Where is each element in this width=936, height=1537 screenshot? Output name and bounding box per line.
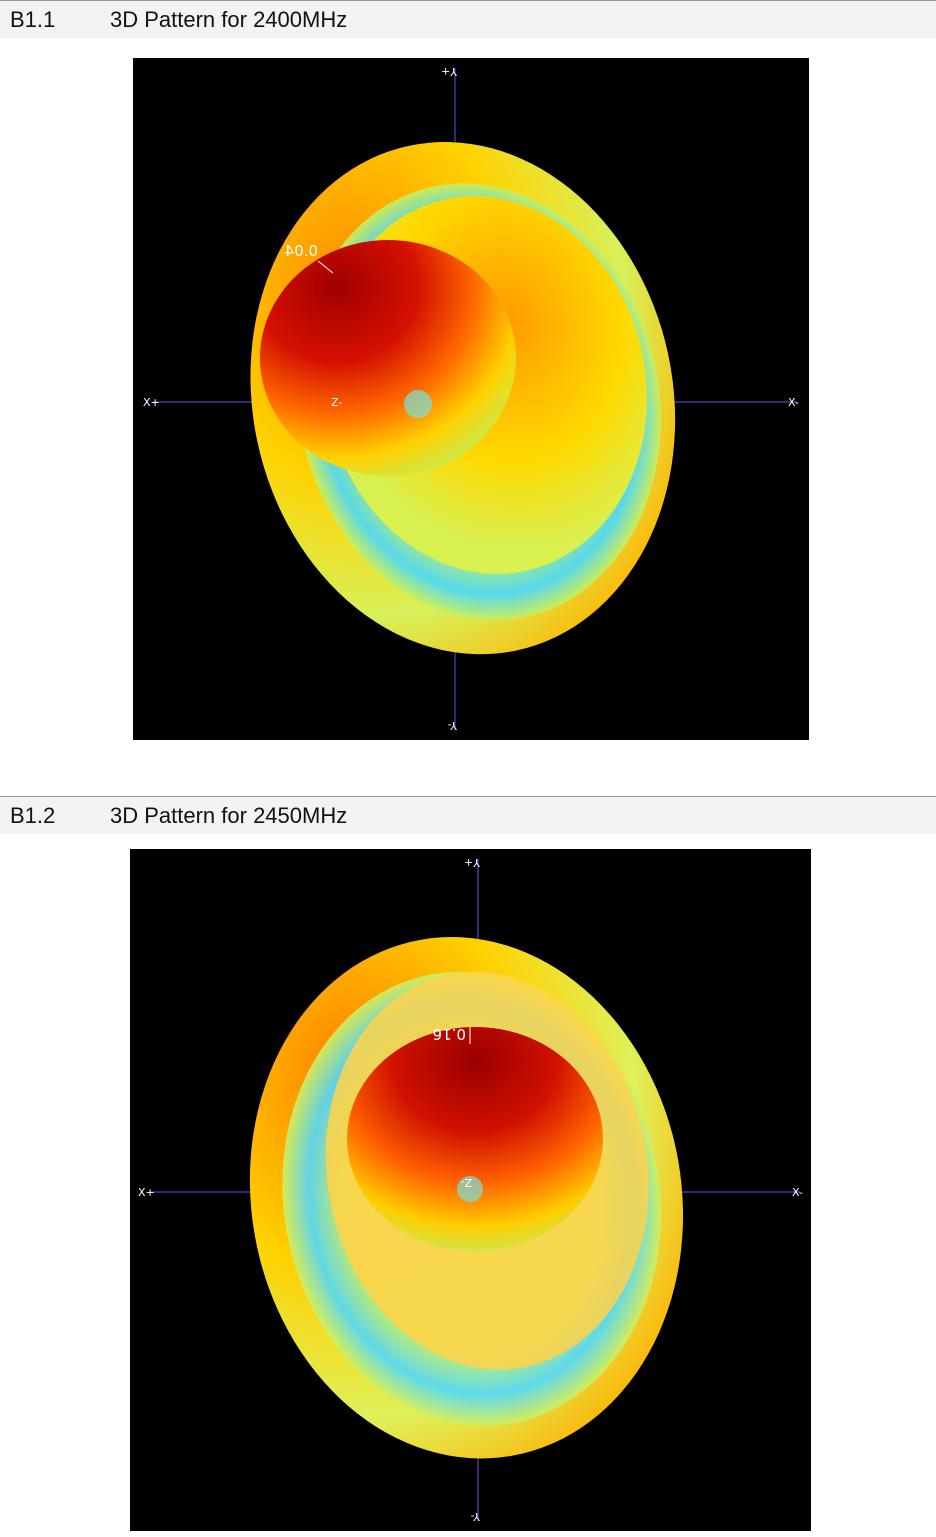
section-title: 3D Pattern for 2450MHz [110, 802, 348, 828]
radiation-pattern-plot-2: Y+ Y- X+ X- Z- 0.16 [130, 849, 811, 1531]
peak-gain-label: 0.16 [433, 1025, 466, 1043]
radiation-pattern-plot-1: Y+ Y- X+ X- Z- 0.04 [133, 58, 809, 740]
section-number: B1.1 [10, 6, 56, 32]
axis-label-y-pos: Y+ [464, 856, 481, 869]
pattern-render-1: Y+ Y- X+ X- Z- 0.04 [143, 65, 799, 732]
section-title: 3D Pattern for 2400MHz [110, 6, 348, 32]
section-header-1: B1.1 3D Pattern for 2400MHz [0, 0, 936, 38]
pattern-main-lobe [347, 1027, 603, 1251]
section-number: B1.2 [10, 802, 56, 828]
axis-label-y-neg: Y- [448, 719, 458, 732]
axis-label-x-neg: X- [788, 396, 799, 409]
axis-label-y-pos: Y+ [441, 65, 458, 78]
axis-label-x-pos: X+ [143, 396, 160, 409]
axis-label-y-neg: Y- [471, 1510, 481, 1523]
axis-label-x-pos: X+ [138, 1186, 155, 1199]
pattern-render-2: Y+ Y- X+ X- Z- 0.16 [138, 856, 803, 1523]
axis-label-z: Z- [331, 396, 342, 409]
axis-label-z: Z- [461, 1176, 472, 1189]
peak-gain-label: 0.04 [285, 242, 318, 260]
pattern-main-lobe [260, 240, 516, 476]
axis-label-x-neg: X- [792, 1186, 803, 1199]
section-header-2: B1.2 3D Pattern for 2450MHz [0, 796, 936, 834]
